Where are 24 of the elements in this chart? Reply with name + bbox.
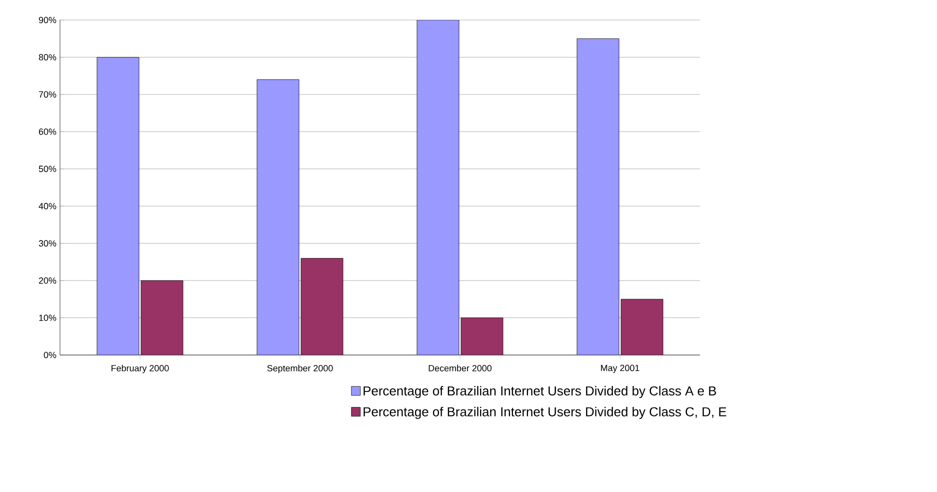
x-tick-label: May 2001 — [601, 364, 640, 373]
legend-label: Percentage of Brazilian Internet Users Divided by Class C, D, E — [364, 406, 726, 419]
x-tick-label: December 2000 — [428, 364, 492, 372]
y-tick-label: 70% — [38, 91, 56, 98]
y-tick-label: 90% — [38, 16, 56, 24]
y-tick-label: 80% — [38, 54, 56, 60]
bar — [257, 80, 300, 355]
y-tick-label: 10% — [39, 314, 56, 321]
bar — [300, 258, 343, 355]
y-tick-label: 50% — [38, 166, 56, 172]
y-tick-label: 20% — [38, 277, 56, 284]
x-tick-label: September 2000 — [267, 364, 333, 374]
bar — [97, 57, 140, 355]
x-tick-label: February 2000 — [112, 364, 169, 374]
y-tick-label: 30% — [38, 240, 56, 247]
y-tick-label: 0% — [44, 352, 56, 358]
bar — [140, 280, 183, 355]
bar — [576, 38, 620, 355]
bar — [620, 298, 664, 355]
legend-label: Percentage of Brazilian Internet Users Divided by Class A e B — [364, 386, 716, 398]
y-tick-label: 40% — [38, 202, 56, 210]
bar — [460, 318, 503, 355]
y-tick-label: 60% — [38, 128, 56, 135]
bar — [417, 20, 460, 355]
